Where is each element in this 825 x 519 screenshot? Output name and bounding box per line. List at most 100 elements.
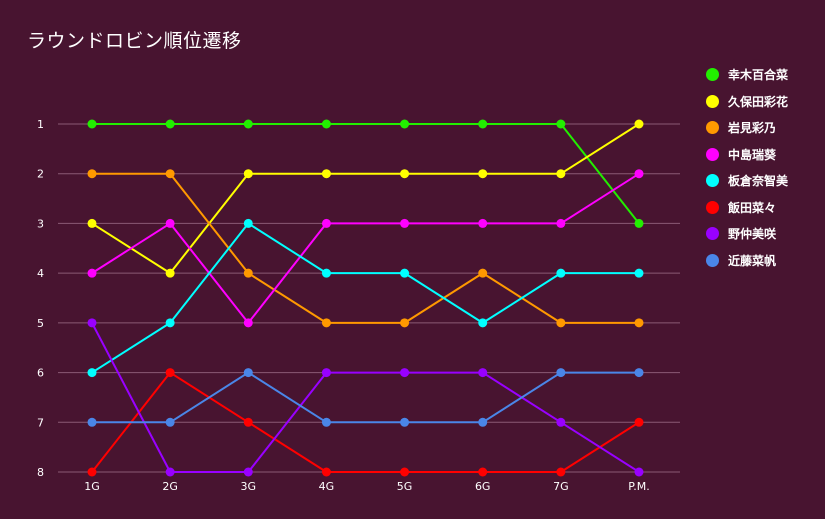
series-line-6	[91, 371, 640, 473]
y-tick-label: 6	[37, 367, 44, 380]
legend-label: 中島瑞葵	[728, 147, 777, 162]
data-point	[478, 119, 488, 129]
data-point	[556, 218, 566, 228]
legend-swatch	[706, 94, 719, 108]
series-line-2	[91, 123, 640, 275]
x-tick-label: 4G	[319, 480, 335, 493]
legend-label: 板倉奈智美	[728, 174, 789, 188]
data-point	[478, 467, 488, 477]
legend-swatch	[706, 121, 719, 134]
data-point	[321, 417, 331, 427]
chart-title: ラウンドロビン順位遷移	[27, 30, 242, 52]
data-point	[321, 467, 331, 477]
data-point	[321, 318, 331, 328]
legend-item[interactable]: 岩見彩乃	[706, 117, 821, 138]
data-point	[556, 119, 566, 129]
legend-item[interactable]: 板倉奈智美	[706, 170, 821, 191]
y-tick-label: 4	[37, 267, 44, 280]
legend-swatch	[706, 200, 719, 214]
data-point	[556, 268, 566, 278]
data-point	[243, 119, 253, 129]
legend-label: 久保田彩花	[728, 94, 789, 109]
data-point	[556, 169, 566, 179]
legend-label: 飯田菜々	[728, 200, 777, 215]
data-point	[634, 169, 644, 179]
x-tick-label: 6G	[475, 480, 491, 493]
data-point	[321, 368, 331, 378]
x-tick-label: 2G	[162, 480, 178, 493]
legend-swatch	[706, 174, 719, 187]
data-point	[400, 318, 410, 328]
y-tick-label: 5	[37, 317, 44, 330]
data-point	[634, 119, 644, 129]
y-axis-ticks: 1 2 3 4 5 6 7 8	[37, 118, 44, 479]
legend-item[interactable]: 幸木百合菜	[706, 64, 821, 85]
data-point	[321, 268, 331, 278]
data-point	[321, 119, 331, 129]
data-point	[243, 218, 253, 228]
series-line-3	[92, 172, 639, 324]
y-tick-label: 3	[37, 217, 44, 230]
data-point	[634, 467, 644, 477]
data-point	[87, 318, 97, 328]
data-point	[243, 318, 253, 328]
data-point	[400, 417, 410, 427]
data-point	[87, 169, 97, 179]
series-line-5	[91, 222, 639, 374]
data-point	[634, 417, 644, 427]
series-points	[87, 119, 644, 477]
data-point	[87, 268, 97, 278]
data-point	[400, 368, 410, 378]
series-lines	[91, 123, 640, 473]
data-point	[400, 268, 410, 278]
legend-swatch	[706, 68, 719, 81]
y-tick-label: 8	[37, 466, 44, 479]
legend-label: 近藤菜帆	[728, 253, 777, 268]
data-point	[87, 368, 97, 378]
data-point	[165, 268, 175, 278]
legend-item[interactable]: 久保田彩花	[706, 91, 821, 112]
data-point	[634, 368, 644, 378]
series-line-7	[91, 322, 640, 473]
legend-swatch	[706, 147, 719, 161]
legend-item[interactable]: 野仲美咲	[706, 223, 821, 244]
x-tick-label: 1G	[84, 480, 100, 493]
data-point	[556, 318, 566, 328]
data-point	[165, 318, 175, 328]
x-tick-label: 5G	[397, 480, 413, 493]
legend-swatch	[706, 227, 719, 240]
data-point	[243, 169, 253, 179]
data-point	[165, 119, 175, 129]
data-point	[478, 218, 488, 228]
data-point	[165, 218, 175, 228]
legend: 幸木百合菜久保田彩花岩見彩乃中島瑞葵板倉奈智美飯田菜々野仲美咲近藤菜帆	[706, 64, 821, 276]
y-tick-label: 2	[37, 168, 44, 181]
data-point	[243, 467, 253, 477]
data-point	[243, 417, 253, 427]
data-point	[478, 368, 488, 378]
x-axis-ticks: 1G 2G 3G 4G 5G 6G 7G P.M.	[84, 480, 649, 493]
legend-label: 幸木百合菜	[728, 68, 789, 82]
x-tick-label: 3G	[241, 480, 257, 493]
legend-item[interactable]: 飯田菜々	[706, 197, 821, 218]
y-tick-label: 1	[37, 118, 44, 131]
legend-label: 岩見彩乃	[728, 121, 777, 135]
data-point	[87, 467, 97, 477]
data-point	[165, 368, 175, 378]
x-tick-label: 7G	[553, 480, 569, 493]
data-point	[556, 368, 566, 378]
data-point	[634, 268, 644, 278]
data-point	[243, 368, 253, 378]
data-point	[556, 417, 566, 427]
legend-item[interactable]: 中島瑞葵	[706, 144, 821, 165]
data-point	[400, 218, 410, 228]
data-point	[556, 467, 566, 477]
data-point	[478, 169, 488, 179]
data-point	[87, 417, 97, 427]
legend-item[interactable]: 近藤菜帆	[706, 250, 821, 271]
data-point	[634, 318, 644, 328]
data-point	[87, 218, 97, 228]
data-point	[165, 169, 175, 179]
